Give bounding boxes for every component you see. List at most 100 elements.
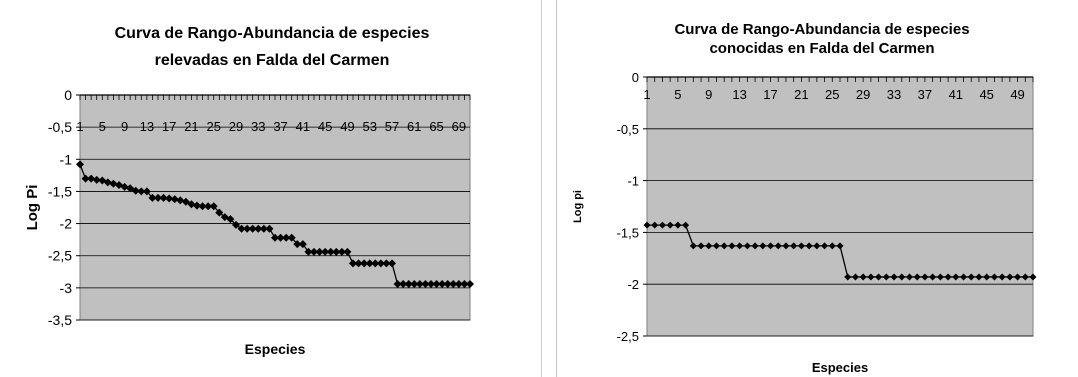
data-point-marker xyxy=(148,193,157,202)
data-point-marker xyxy=(438,280,447,288)
data-point-marker xyxy=(1006,273,1014,281)
chart-panel-left: Curva de Rango-Abundancia de especies rel… xyxy=(24,0,542,377)
data-point-marker xyxy=(282,233,291,242)
x-tick-label: 29 xyxy=(229,119,243,134)
rank-abundance-chart-conocidas: Curva de Rango-Abundancia de especies con… xyxy=(572,21,1037,375)
x-tick-label: 5 xyxy=(674,87,681,102)
data-point-marker xyxy=(875,273,883,281)
chart-title-line: relevadas en Falda del Carmen xyxy=(155,52,390,69)
data-point-marker xyxy=(682,221,690,229)
data-point-marker xyxy=(287,233,296,242)
data-point-marker xyxy=(399,280,408,288)
x-tick-label: 21 xyxy=(184,119,198,134)
data-point-marker xyxy=(154,193,162,202)
x-axis-title: Especies xyxy=(245,341,306,357)
x-tick-label: 1 xyxy=(643,87,650,102)
data-point-marker xyxy=(1021,273,1029,281)
data-point-marker xyxy=(651,221,659,229)
data-point-marker xyxy=(658,221,666,229)
x-tick-label: 37 xyxy=(273,119,287,134)
x-tick-label: 9 xyxy=(121,119,128,134)
data-point-marker xyxy=(165,194,174,203)
data-point-marker xyxy=(890,273,898,281)
plot-area xyxy=(646,76,1034,337)
data-point-marker xyxy=(137,187,146,196)
data-point-marker xyxy=(120,182,129,191)
data-point-marker xyxy=(265,224,274,233)
y-tick-label: -3,5 xyxy=(48,312,72,328)
data-point-marker xyxy=(743,242,751,250)
x-tick-label: 49 xyxy=(1010,87,1024,102)
x-tick-label: 25 xyxy=(206,119,220,134)
data-point-marker xyxy=(126,184,135,193)
x-tick-label: 17 xyxy=(763,87,777,102)
data-point-marker xyxy=(774,242,782,250)
chart-title-line: conocidas en Falda del Carmen xyxy=(709,40,934,57)
data-point-marker xyxy=(689,242,697,250)
data-point-marker xyxy=(898,273,906,281)
data-point-marker xyxy=(449,280,458,288)
data-point-marker xyxy=(697,242,705,250)
x-tick-label: 37 xyxy=(918,87,932,102)
data-point-marker xyxy=(728,242,736,250)
data-point-marker xyxy=(337,247,346,256)
data-point-marker xyxy=(967,273,975,281)
data-point-marker xyxy=(767,242,775,250)
data-point-marker xyxy=(913,273,921,281)
data-point-marker xyxy=(805,242,813,250)
data-point-marker xyxy=(193,201,201,210)
data-point-marker xyxy=(259,224,268,233)
x-tick-label: 41 xyxy=(949,87,963,102)
data-point-marker xyxy=(315,247,324,256)
y-tick-label: -3 xyxy=(60,280,73,296)
chart-title-line: Curva de Rango-Abundancia de especies xyxy=(115,25,430,42)
data-point-marker xyxy=(1029,273,1037,281)
data-point-marker xyxy=(298,240,307,249)
x-tick-label: 45 xyxy=(979,87,993,102)
data-point-marker xyxy=(415,280,424,288)
data-point-marker xyxy=(952,273,960,281)
y-tick-label: -0,5 xyxy=(617,122,639,137)
data-point-marker xyxy=(990,273,998,281)
data-point-marker xyxy=(821,242,829,250)
data-point-marker xyxy=(388,259,396,268)
data-point-marker xyxy=(209,202,218,211)
data-point-marker xyxy=(736,242,744,250)
data-point-marker xyxy=(720,242,728,250)
data-point-marker xyxy=(92,175,101,184)
data-point-marker xyxy=(712,242,720,250)
data-point-marker xyxy=(905,273,913,281)
y-tick-label: -2 xyxy=(60,216,73,232)
data-point-marker xyxy=(674,221,682,229)
data-point-marker xyxy=(844,273,852,281)
data-point-marker xyxy=(343,247,352,256)
y-tick-label: -1,5 xyxy=(48,183,72,199)
data-point-marker xyxy=(159,193,168,202)
data-point-marker xyxy=(109,179,118,188)
x-tick-label: 1 xyxy=(76,119,83,134)
data-point-marker xyxy=(76,160,84,169)
data-point-marker xyxy=(170,195,179,204)
data-point-marker xyxy=(248,224,257,233)
data-point-marker xyxy=(204,202,213,211)
data-point-marker xyxy=(421,280,430,288)
data-point-marker xyxy=(382,259,391,268)
data-point-marker xyxy=(1014,273,1022,281)
data-point-marker xyxy=(293,240,302,249)
data-point-marker xyxy=(443,280,452,288)
data-point-marker xyxy=(176,196,185,205)
data-point-marker xyxy=(427,280,435,288)
data-point-marker xyxy=(751,242,759,250)
y-axis-title: Log Pi xyxy=(24,185,41,231)
data-point-marker xyxy=(859,273,867,281)
data-point-marker xyxy=(271,233,279,242)
data-point-marker xyxy=(81,174,90,183)
data-point-marker xyxy=(790,242,798,250)
data-point-marker xyxy=(944,273,952,281)
rank-abundance-chart-relevadas: Curva de Rango-Abundancia de especies rel… xyxy=(24,25,474,357)
data-point-marker xyxy=(376,259,385,268)
data-point-marker xyxy=(226,215,235,224)
y-axis-title: Log pi xyxy=(572,190,584,223)
chart-title-line: Curva de Rango-Abundancia de especies xyxy=(674,21,969,38)
data-point-marker xyxy=(304,247,313,256)
